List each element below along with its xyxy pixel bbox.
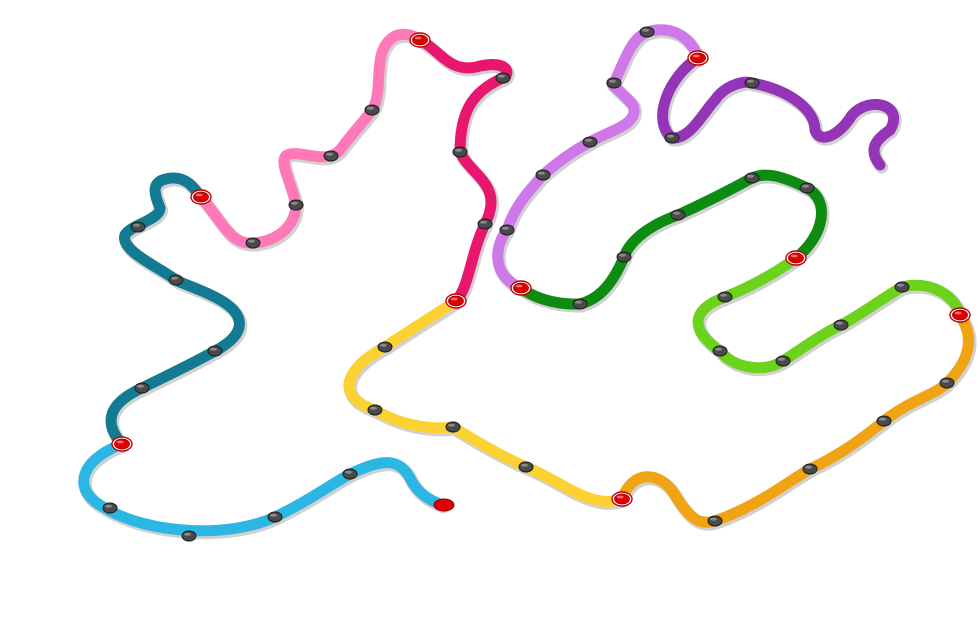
grey-waypoint-node[interactable] xyxy=(616,251,632,263)
path-nodes xyxy=(102,26,971,542)
grey-waypoint-node[interactable] xyxy=(744,172,760,184)
grey-waypoint-node[interactable] xyxy=(168,274,184,286)
grey-waypoint-node[interactable] xyxy=(939,377,955,389)
grey-waypoint-node[interactable] xyxy=(181,530,197,542)
grey-waypoint-node[interactable] xyxy=(377,341,393,353)
grey-waypoint-node[interactable] xyxy=(134,382,150,394)
grey-waypoint-node[interactable] xyxy=(802,463,818,475)
grey-waypoint-node[interactable] xyxy=(342,468,358,480)
grey-waypoint-node[interactable] xyxy=(495,72,511,84)
grey-waypoint-node[interactable] xyxy=(245,237,261,249)
red-end-point-node[interactable] xyxy=(433,498,455,512)
red-checkpoint-node[interactable] xyxy=(409,32,431,48)
red-checkpoint-node[interactable] xyxy=(111,436,133,452)
red-checkpoint-node[interactable] xyxy=(949,307,971,323)
grey-waypoint-node[interactable] xyxy=(712,345,728,357)
lavender-path xyxy=(492,24,704,294)
pink-path-shadow xyxy=(196,29,428,252)
grey-waypoint-node[interactable] xyxy=(876,415,892,427)
grey-waypoint-node[interactable] xyxy=(288,199,304,211)
grey-waypoint-node[interactable] xyxy=(477,218,493,230)
grey-waypoint-node[interactable] xyxy=(606,77,622,89)
lavender-path-shadow xyxy=(492,25,706,297)
grey-waypoint-node[interactable] xyxy=(518,461,534,473)
orange-path xyxy=(616,309,974,528)
grey-waypoint-node[interactable] xyxy=(717,291,733,303)
path-segments xyxy=(78,24,977,540)
grey-waypoint-node[interactable] xyxy=(452,146,468,158)
grey-waypoint-node[interactable] xyxy=(572,298,588,310)
purple-path xyxy=(657,52,900,171)
grey-waypoint-node[interactable] xyxy=(833,319,849,331)
grey-waypoint-node[interactable] xyxy=(535,169,551,181)
red-checkpoint-node[interactable] xyxy=(611,491,633,507)
grey-waypoint-node[interactable] xyxy=(207,345,223,357)
red-checkpoint-node[interactable] xyxy=(190,189,212,205)
lime-path xyxy=(692,252,966,374)
lime-path-shadow xyxy=(693,253,968,377)
grey-waypoint-node[interactable] xyxy=(445,421,461,433)
yellow-path-shadow xyxy=(344,296,630,510)
grey-waypoint-node[interactable] xyxy=(267,511,283,523)
magenta-path xyxy=(414,34,513,307)
grey-waypoint-node[interactable] xyxy=(670,209,686,221)
grey-waypoint-node[interactable] xyxy=(364,104,380,116)
grey-waypoint-node[interactable] xyxy=(639,26,655,38)
red-checkpoint-node[interactable] xyxy=(785,250,807,266)
grey-waypoint-node[interactable] xyxy=(799,182,815,194)
yellow-path xyxy=(343,295,628,507)
grey-waypoint-node[interactable] xyxy=(130,221,146,233)
grey-waypoint-node[interactable] xyxy=(323,150,339,162)
grey-waypoint-node[interactable] xyxy=(775,355,791,367)
grey-waypoint-node[interactable] xyxy=(744,77,760,89)
green-path-shadow xyxy=(516,170,830,313)
green-path xyxy=(515,169,827,310)
grey-waypoint-node[interactable] xyxy=(102,502,118,514)
red-checkpoint-node[interactable] xyxy=(445,293,467,309)
grey-waypoint-node[interactable] xyxy=(894,281,910,293)
red-checkpoint-node[interactable] xyxy=(510,280,532,296)
grey-waypoint-node[interactable] xyxy=(664,132,680,144)
grey-waypoint-node[interactable] xyxy=(707,515,723,527)
grey-waypoint-node[interactable] xyxy=(582,136,598,148)
light-blue-path xyxy=(78,438,448,537)
grey-waypoint-node[interactable] xyxy=(367,404,383,416)
red-checkpoint-node[interactable] xyxy=(687,50,709,66)
grey-waypoint-node[interactable] xyxy=(499,224,515,236)
